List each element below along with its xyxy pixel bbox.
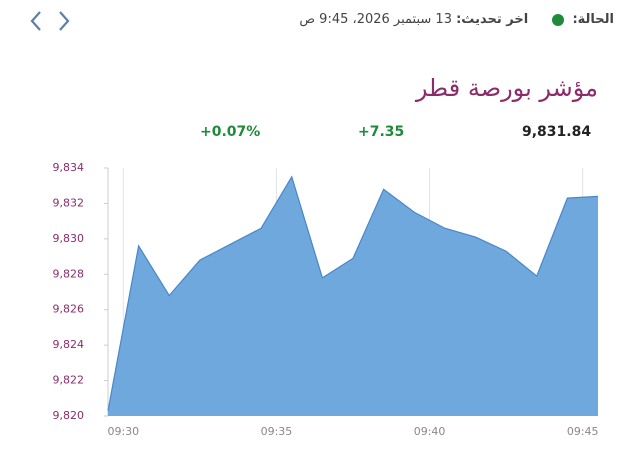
y-tick-label: 9,834 (53, 161, 85, 174)
y-tick-label: 9,824 (53, 338, 85, 351)
y-tick-label: 9,828 (53, 267, 85, 280)
y-tick-label: 9,832 (53, 196, 85, 209)
x-tick-label: 09:30 (107, 425, 139, 438)
update-time: 13 سبتمبر 2026، 9:45 ص (299, 12, 452, 27)
change: +7.35 (358, 124, 405, 140)
x-tick-label: 09:45 (567, 425, 599, 438)
area (108, 176, 598, 416)
update-label: اخر تحديث: (456, 12, 529, 27)
status-label: الحالة: (572, 12, 614, 27)
prev-arrow[interactable] (30, 11, 41, 31)
chart: 9,820 9,822 9,824 9,826 9,828 9,830 9,832 9,834… (53, 161, 599, 438)
x-tick-label: 09:35 (261, 425, 293, 438)
y-tick-label: 9,826 (53, 303, 85, 316)
y-tick-label: 9,820 (53, 409, 85, 422)
y-tick-label: 9,830 (53, 232, 85, 245)
last-value: 9,831.84 (522, 124, 592, 140)
x-tick-label: 09:40 (414, 425, 446, 438)
change-percent: +0.07% (200, 124, 261, 140)
y-tick-label: 9,822 (53, 374, 85, 387)
next-arrow[interactable] (59, 11, 70, 31)
status-dot (552, 13, 565, 26)
status-bar: الحالة: اخر تحديث: 13 سبتمبر 2026، 9:45 … (299, 12, 614, 27)
line (107, 175, 599, 411)
chart-title: مؤشر بورصة قطر (415, 74, 598, 102)
nav-arrows (30, 11, 70, 31)
